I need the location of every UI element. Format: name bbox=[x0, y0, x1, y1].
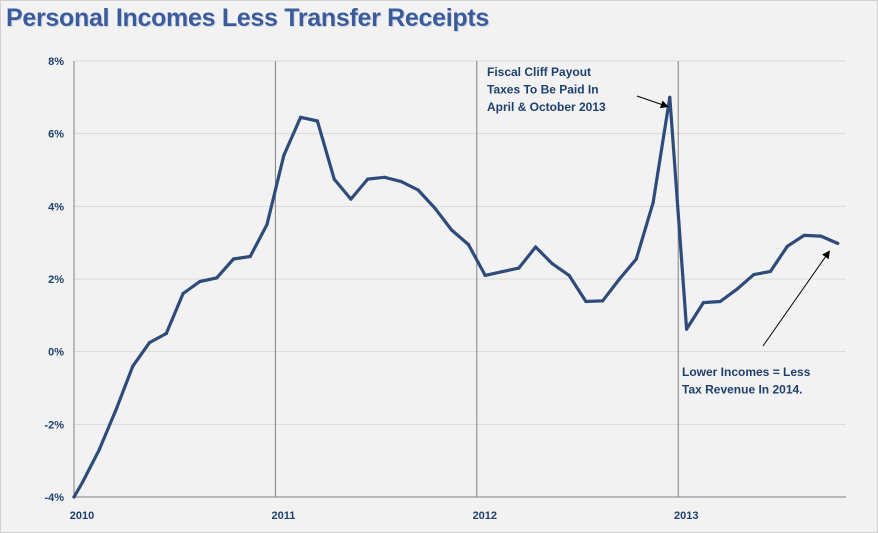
data-point bbox=[450, 228, 454, 232]
data-point bbox=[483, 273, 487, 277]
data-point bbox=[382, 175, 387, 179]
data-point bbox=[114, 408, 118, 412]
data-point bbox=[315, 119, 319, 123]
data-point bbox=[550, 262, 554, 266]
y-tick-label: 8% bbox=[48, 56, 64, 68]
data-point bbox=[366, 177, 370, 181]
data-point bbox=[299, 115, 303, 119]
annotation-text: Tax Revenue In 2014. bbox=[682, 383, 803, 397]
data-point bbox=[752, 273, 756, 277]
data-point bbox=[735, 287, 739, 291]
data-point bbox=[215, 276, 219, 280]
data-point bbox=[617, 277, 622, 281]
y-tick-label: 6% bbox=[48, 129, 64, 141]
y-tick-label: 0% bbox=[48, 347, 64, 359]
data-point bbox=[282, 153, 286, 158]
data-point bbox=[416, 188, 420, 192]
y-tick-label: 4% bbox=[48, 201, 64, 213]
data-point bbox=[718, 299, 722, 304]
data-point bbox=[72, 495, 76, 499]
data-point bbox=[701, 301, 706, 305]
data-point bbox=[248, 254, 252, 259]
data-point bbox=[668, 95, 672, 99]
data-point bbox=[584, 299, 588, 304]
data-point bbox=[651, 201, 655, 205]
axes bbox=[73, 61, 846, 498]
chart-title: Personal Incomes Less Transfer Receipts bbox=[6, 4, 489, 32]
annotations: Fiscal Cliff Payout Taxes To Be Paid In Ap… bbox=[487, 65, 830, 397]
data-point bbox=[534, 245, 538, 249]
data-point bbox=[567, 273, 571, 277]
data-point bbox=[500, 270, 504, 274]
data-point bbox=[231, 257, 236, 261]
data-point bbox=[601, 299, 605, 303]
x-tick-label: 2010 bbox=[70, 510, 94, 522]
data-point bbox=[349, 197, 353, 201]
data-point bbox=[685, 327, 689, 331]
data-point bbox=[332, 177, 336, 181]
data-point bbox=[198, 279, 202, 284]
annotation-text: April & October 2013 bbox=[487, 100, 606, 114]
x-tick-label: 2011 bbox=[271, 510, 295, 522]
data-point bbox=[768, 269, 773, 273]
data-point bbox=[785, 244, 789, 248]
data-point bbox=[399, 180, 403, 184]
data-point bbox=[97, 448, 101, 452]
tick-labels: 8% 6% 4% 2% 0% -2% -4% 2010 2011 2012 2013 bbox=[44, 56, 698, 522]
data-point bbox=[147, 341, 152, 345]
annotation-arrow bbox=[762, 250, 830, 347]
y-tick-label: 2% bbox=[48, 274, 64, 286]
data-point bbox=[265, 222, 269, 227]
annotation-text: Taxes To Be Paid In bbox=[487, 83, 599, 97]
data-point bbox=[802, 233, 806, 237]
data-point bbox=[836, 241, 840, 245]
y-tick-label: -2% bbox=[44, 419, 64, 431]
annotation-arrow bbox=[636, 95, 669, 109]
data-point bbox=[517, 266, 521, 270]
data-point bbox=[131, 364, 135, 368]
x-tick-label: 2012 bbox=[473, 510, 497, 522]
data-point bbox=[80, 480, 84, 485]
data-point bbox=[181, 291, 185, 296]
annotation-text: Lower Incomes = Less bbox=[682, 365, 811, 379]
data-point bbox=[466, 242, 470, 247]
data-point bbox=[634, 257, 638, 261]
annotation-text: Fiscal Cliff Payout bbox=[487, 65, 591, 79]
data-point bbox=[819, 234, 823, 238]
x-tick-label: 2013 bbox=[674, 510, 698, 522]
data-point bbox=[433, 206, 437, 210]
series bbox=[72, 95, 840, 499]
data-point bbox=[164, 331, 168, 336]
gridlines bbox=[74, 60, 846, 497]
y-tick-label: -4% bbox=[44, 492, 64, 504]
